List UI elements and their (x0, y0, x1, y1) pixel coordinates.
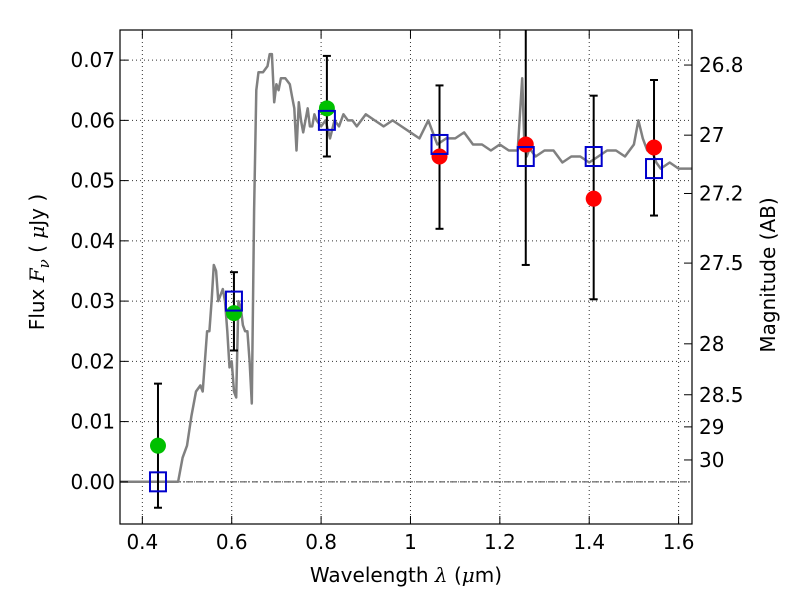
y-tick-label: 0.03 (70, 289, 115, 313)
y-tick-label: 0.07 (70, 48, 115, 72)
model-square-point (645, 158, 664, 180)
y-axis-label-unit-open: ( (25, 239, 49, 260)
tick-layer: 0.4 0.6 0.8 1 1.2 1.4 1.6 0.00 0.01 0.02 0.03 0.04 0… (70, 30, 744, 554)
x-tick-label: 1.6 (663, 530, 695, 554)
magnitude-tick-label: 28 (699, 332, 724, 356)
x-axis-label: Wavelength λ (μm) (310, 563, 502, 587)
x-tick-label: 0.8 (305, 530, 337, 554)
x-tick-label: 0.6 (216, 530, 248, 554)
grid-layer (120, 30, 692, 524)
detected-point (225, 305, 242, 322)
marker-layer (148, 100, 664, 493)
model-square-point (430, 133, 449, 155)
magnitude-tick-label: 29 (699, 415, 724, 439)
magnitude-tick-label: 27.2 (699, 181, 744, 205)
y-axis-label-symbol: F (25, 267, 49, 283)
detected-point (149, 437, 166, 454)
y-axis-label-unit-rest: Jy ) (25, 194, 49, 228)
template-line-layer (120, 52, 692, 484)
upper-point (585, 190, 602, 207)
x-axis-label-unit-mu: μ (462, 563, 475, 587)
x-axis-label-unit-open: ( (448, 563, 462, 587)
detected-point (318, 100, 335, 117)
x-tick-label: 1 (404, 530, 417, 554)
x-tick-label: 1.2 (484, 530, 516, 554)
errorbar-layer (153, 30, 659, 509)
plot-frame-layer (119, 29, 693, 525)
upper-point (646, 139, 663, 156)
x-tick-label: 1.4 (573, 530, 605, 554)
model-square-point (317, 109, 336, 131)
y-tick-label: 0.00 (70, 470, 115, 494)
upper-point (517, 136, 534, 153)
model-square-point (148, 471, 167, 493)
magnitude-axis-label: Magnitude (AB) (756, 197, 780, 352)
magnitude-tick-label: 26.8 (699, 53, 744, 77)
x-axis-label-symbol: λ (434, 563, 448, 587)
y-tick-label: 0.04 (70, 229, 115, 253)
magnitude-tick-label: 27 (699, 123, 724, 147)
magnitude-tick-label: 27.5 (699, 251, 744, 275)
magnitude-tick-label: 28.5 (699, 383, 744, 407)
model-square-point (584, 146, 603, 168)
y-tick-label: 0.06 (70, 108, 115, 132)
y-tick-label: 0.02 (70, 349, 115, 373)
y-axis-label-unit-mu: μ (25, 226, 49, 239)
magnitude-tick-label: 30 (699, 448, 724, 472)
x-tick-label: 0.4 (126, 530, 158, 554)
y-axis-label-subscript: ν (35, 259, 53, 268)
template-sed-line (120, 52, 692, 484)
y-axis-label: Flux Fν ( μJy ) (25, 194, 53, 330)
x-axis-label-unit-rest: m) (475, 563, 502, 587)
model-square-point (224, 290, 243, 312)
model-square-point (516, 146, 535, 168)
plot-frame (119, 29, 693, 525)
x-axis-label-prefix: Wavelength (310, 563, 435, 587)
y-axis-label-prefix: Flux (25, 282, 49, 330)
y-tick-label: 0.01 (70, 410, 115, 434)
y-tick-label: 0.05 (70, 169, 115, 193)
upper-point (431, 148, 448, 165)
